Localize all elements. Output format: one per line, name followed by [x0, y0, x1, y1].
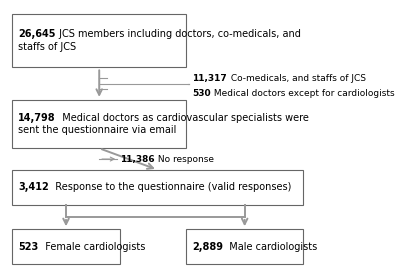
Text: 11,317: 11,317	[192, 74, 227, 83]
Text: 530: 530	[192, 89, 211, 98]
Text: No response: No response	[155, 155, 214, 164]
Text: sent the questionnaire via email: sent the questionnaire via email	[18, 125, 176, 136]
Text: Response to the questionnaire (valid responses): Response to the questionnaire (valid res…	[49, 182, 292, 192]
Text: Female cardiologists: Female cardiologists	[39, 242, 145, 252]
Text: Male cardiologists: Male cardiologists	[224, 242, 318, 252]
FancyBboxPatch shape	[186, 229, 303, 264]
Text: Medical doctors except for cardiologists: Medical doctors except for cardiologists	[212, 89, 395, 98]
Text: staffs of JCS: staffs of JCS	[18, 42, 76, 52]
FancyBboxPatch shape	[12, 170, 303, 205]
Text: 3,412: 3,412	[18, 182, 49, 192]
FancyBboxPatch shape	[12, 13, 186, 67]
Text: 2,889: 2,889	[192, 242, 223, 252]
Text: 523: 523	[18, 242, 38, 252]
Text: 14,798: 14,798	[18, 112, 56, 123]
Text: 26,645: 26,645	[18, 29, 56, 39]
FancyBboxPatch shape	[12, 100, 186, 148]
FancyBboxPatch shape	[12, 229, 120, 264]
Text: Co-medicals, and staffs of JCS: Co-medicals, and staffs of JCS	[228, 74, 366, 83]
Text: JCS members including doctors, co-medicals, and: JCS members including doctors, co-medica…	[56, 29, 301, 39]
Text: Medical doctors as cardiovascular specialists were: Medical doctors as cardiovascular specia…	[56, 112, 309, 123]
Text: 11,386: 11,386	[120, 155, 154, 164]
